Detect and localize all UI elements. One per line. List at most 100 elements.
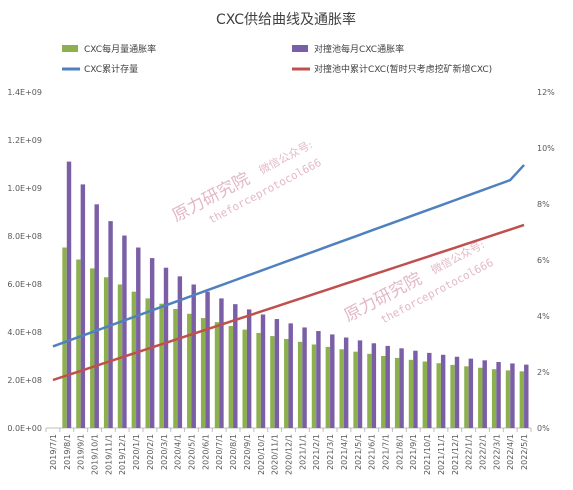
x-tick-label: 2020/4/1: [174, 434, 183, 470]
bar-pool: [496, 362, 501, 428]
x-tick-label: 2022/5/1: [520, 434, 529, 470]
bar-monthly: [242, 329, 247, 428]
bar-monthly: [131, 291, 137, 428]
y-right-tick-label: 2%: [537, 368, 550, 377]
x-tick-label: 2020/11/1: [271, 434, 280, 475]
x-tick-label: 2020/3/1: [160, 434, 169, 470]
bar-monthly: [478, 367, 483, 428]
bar-monthly: [173, 308, 178, 428]
bar-pool: [510, 363, 515, 428]
bar-pool: [413, 350, 418, 428]
bar-pool: [302, 327, 307, 428]
bar-pool: [427, 352, 432, 428]
bar-pool: [399, 348, 404, 428]
bar-monthly: [214, 322, 220, 428]
bar-monthly: [505, 370, 511, 428]
bar-pool: [274, 319, 280, 428]
x-tick-label: 2020/2/1: [146, 434, 155, 470]
x-tick-label: 2022/1/1: [465, 434, 474, 470]
x-tick-label: 2019/7/1: [49, 434, 58, 470]
axes: 0.0E+00 2.0E+08 4.0E+08 6.0E+08 8.0E+08 1.0E+…: [7, 88, 555, 475]
x-tick-label: 2021/11/1: [437, 434, 446, 475]
bar-monthly: [491, 369, 497, 428]
legend-swatch-monthly-bar: [62, 45, 78, 52]
y-right-tick-label: 6%: [537, 256, 550, 265]
bar-monthly: [159, 303, 164, 428]
bar-pool: [177, 276, 183, 428]
bar-pool: [246, 309, 252, 428]
x-tick-label: 2021/5/1: [354, 434, 363, 470]
bar-monthly: [90, 268, 95, 428]
x-tick-label: 2020/8/1: [229, 434, 238, 470]
x-tick-label: 2020/10/1: [257, 434, 266, 475]
y-left-tick-label: 1.0E+09: [7, 184, 42, 193]
y-left-tick-label: 0.0E+00: [7, 424, 42, 433]
legend-label-pool-bar: 对撞池每月CXC通胀率: [314, 43, 404, 55]
x-tick-label: 2021/12/1: [451, 434, 460, 475]
bar-pool: [219, 298, 224, 428]
bar-pool: [454, 356, 460, 428]
bar-pool: [122, 235, 127, 428]
bar-pool: [330, 334, 335, 428]
legend-label-pool-line: 对撞池中累计CXC(暂时只考虑挖矿新增CXC): [314, 63, 492, 75]
x-tick-label: 2020/1/1: [132, 434, 141, 470]
bar-pool: [191, 284, 196, 428]
y-left-tick-label: 8.0E+08: [7, 232, 42, 241]
bar-monthly: [408, 359, 414, 428]
bar-monthly: [270, 336, 275, 428]
y-left-tick-label: 2.0E+08: [7, 376, 42, 385]
bar-monthly: [422, 361, 428, 428]
x-tick-label: 2021/3/1: [326, 434, 335, 470]
x-tick-label: 2022/2/1: [479, 434, 488, 470]
x-tick-label: 2019/12/1: [118, 434, 127, 475]
bar-monthly: [297, 341, 303, 428]
bar-monthly: [436, 363, 441, 428]
bar-pool: [66, 161, 72, 428]
bar-monthly: [339, 349, 344, 428]
bar-pool: [205, 291, 210, 428]
lines: [52, 164, 525, 382]
bar-monthly: [394, 357, 400, 428]
line-cumulative-supply: [52, 164, 525, 348]
y-right-tick-label: 10%: [537, 144, 555, 153]
y-left-tick-label: 6.0E+08: [7, 280, 42, 289]
bar-monthly: [117, 284, 123, 428]
y-left-tick-label: 1.4E+09: [7, 88, 42, 97]
x-tick-label: 2019/10/1: [91, 434, 100, 475]
x-tick-label: 2020/9/1: [243, 434, 252, 470]
bar-pool: [316, 331, 321, 428]
bar-monthly: [367, 353, 372, 428]
bar-pool: [371, 343, 377, 428]
x-tick-label: 2019/9/1: [77, 434, 86, 470]
x-tick-label: 2020/12/1: [285, 434, 294, 475]
x-tick-label: 2020/5/1: [188, 434, 197, 470]
bar-pool: [468, 358, 474, 428]
legend-swatch-pool-bar: [292, 45, 308, 52]
watermarks: 原力研究院微信公众号:theforceprotocol666原力研究院微信公众号…: [169, 137, 496, 327]
bar-monthly: [311, 344, 317, 428]
bar-pool: [385, 345, 390, 428]
bar-monthly: [464, 366, 469, 428]
x-tick-label: 2021/4/1: [340, 434, 349, 470]
bar-pool: [136, 247, 141, 428]
x-tick-label: 2022/3/1: [492, 434, 501, 470]
x-tick-label: 2021/1/1: [298, 434, 307, 470]
bar-monthly: [450, 364, 455, 428]
bar-monthly: [200, 318, 206, 428]
bar-pool: [94, 204, 99, 428]
x-tick-label: 2019/8/1: [63, 434, 72, 470]
y-right-tick-label: 12%: [537, 88, 555, 97]
bar-monthly: [145, 298, 150, 428]
bar-pool: [524, 364, 529, 428]
x-tick-label: 2021/8/1: [395, 434, 404, 470]
y-left-tick-label: 4.0E+08: [7, 328, 42, 337]
bar-monthly: [284, 338, 289, 428]
x-tick-label: 2019/11/1: [104, 434, 113, 475]
bar-monthly: [381, 356, 386, 428]
x-tick-label: 2021/9/1: [409, 434, 418, 470]
bar-pool: [343, 337, 349, 428]
bar-pool: [80, 184, 86, 428]
bar-monthly: [228, 326, 234, 428]
